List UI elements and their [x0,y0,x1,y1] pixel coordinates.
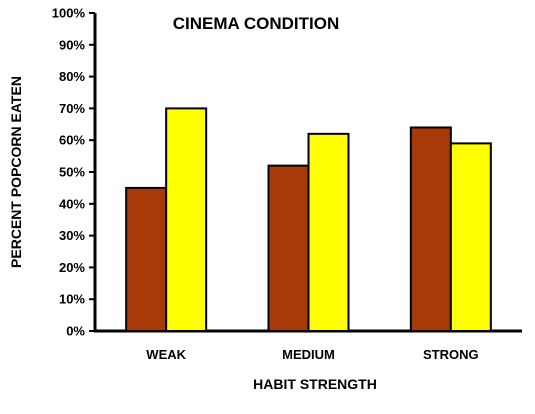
x-axis-labels: WEAK MEDIUM STRONG [146,347,478,362]
bar-medium-series-1 [267,164,310,332]
bar-medium-series-2 [307,132,350,332]
y-axis-ticks: 0% 10% 20% 30% 40% 50% 60% 70% 80% 90% 100% [52,6,95,339]
y-tick-label: 0% [66,324,85,339]
x-category-label: STRONG [423,347,479,362]
bars [125,107,492,333]
chart-title: CINEMA CONDITION [173,14,340,33]
bar-weak-series-2 [165,107,208,333]
y-tick-label: 20% [59,260,85,275]
y-tick-label: 40% [59,196,85,211]
bar-weak-series-1 [125,186,168,332]
y-tick-label: 50% [59,165,85,180]
y-tick-label: 10% [59,292,85,307]
y-tick-label: 80% [59,69,85,84]
bar-strong-series-1 [409,126,452,333]
y-tick-label: 90% [59,37,85,52]
y-tick-label: 70% [59,101,85,116]
x-category-label: WEAK [146,347,186,362]
x-axis-title: HABIT STRENGTH [253,376,377,392]
y-tick-label: 30% [59,228,85,243]
y-tick-label: 100% [52,6,86,21]
bar-strong-series-2 [449,142,492,332]
y-tick-label: 60% [59,133,85,148]
y-axis-title: PERCENT POPCORN EATEN [8,76,24,268]
x-category-label: MEDIUM [282,347,335,362]
